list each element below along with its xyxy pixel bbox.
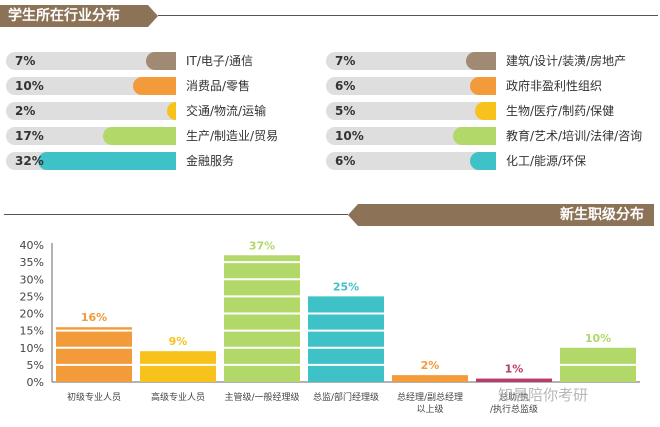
industry-bar-track [326,52,496,70]
industry-bar [474,102,496,120]
industry-category-label: 政府非盈利性组织 [506,79,603,93]
industry-percent-label: 10% [335,129,364,143]
industry-title-arrow [148,5,158,27]
industry-row: 32% [6,152,176,170]
job-level-value-label: 25% [333,280,359,293]
job-level-category-label: 总助/执 [499,391,529,403]
industry-bar [38,152,176,170]
industry-bar [453,127,496,145]
job-level-bar [224,255,300,382]
industry-bar-track [6,52,176,70]
job-level-bar [140,351,216,382]
industry-category-label: 消费品/零售 [186,79,251,93]
industry-category-label: 交通/物流/运输 [186,104,267,118]
job-level-value-label: 16% [81,311,107,324]
industry-percent-label: 10% [15,79,44,93]
industry-row: 17% [6,127,176,145]
job-level-category-label: 以上级 [416,403,443,415]
industry-title-rule [158,15,658,16]
job-level-value-label: 2% [421,359,440,372]
industry-percent-label: 6% [335,79,356,93]
industry-row: 7% [326,52,496,70]
y-tick-label: 10% [20,342,44,355]
industry-bar [465,52,496,70]
industry-bar [145,52,176,70]
industry-row: 6% [326,152,496,170]
industry-bar-track [6,102,176,120]
job-level-category-label: 总经理/副总经理 [397,391,463,403]
industry-section-title: 学生所在行业分布 [0,5,148,27]
y-tick-label: 40% [20,239,44,252]
job-level-bar [476,378,552,382]
y-tick-label: 30% [20,273,44,286]
industry-row: 2% [6,102,176,120]
industry-percent-label: 32% [15,154,44,168]
industry-percent-label: 7% [15,54,36,68]
job-level-value-label: 9% [169,335,188,348]
watermark-text: 知晨陪你考研 [498,386,589,404]
industry-bar-track [326,152,496,170]
industry-bar [470,77,496,95]
industry-percent-label: 6% [335,154,356,168]
industry-bar-track [326,77,496,95]
job-level-category-label: 总监/部门经理级 [313,391,379,403]
job-level-section-title: 新生职级分布 [358,204,654,226]
job-level-value-label: 1% [505,363,524,376]
industry-category-label: 金融服务 [186,154,235,168]
job-level-value-label: 37% [249,239,275,252]
industry-percent-label: 5% [335,104,356,118]
job-level-bar [308,296,384,382]
job-level-category-label: 主管级/一般经理级 [224,391,299,403]
job-level-chart: 0% 5% 10% 15% 20% 25% 30% 35% 40% 16% 初级专业人员 9% 高级专业… [20,239,640,415]
industry-row: 10% [326,127,496,145]
job-level-title-arrow [348,204,358,226]
industry-category-label: 生产/制造业/贸易 [186,129,279,143]
job-level-value-label: 10% [585,332,611,345]
job-level-bar [56,327,132,382]
job-level-bar [392,375,468,382]
industry-category-label: 化工/能源/环保 [506,154,587,168]
industry-row: 5% [326,102,496,120]
job-level-category-label: 高级专业人员 [151,391,205,403]
industry-row: 10% [6,77,176,95]
y-tick-label: 0% [27,376,44,389]
industry-bar-track [326,102,496,120]
industry-category-label: 建筑/设计/装潢/房地产 [506,54,627,68]
job-level-title-rule [4,214,348,215]
industry-percent-label: 7% [335,54,356,68]
industry-bar [102,127,176,145]
y-tick-label: 25% [20,290,44,303]
y-tick-label: 20% [20,308,44,321]
industry-category-label: IT/电子/通信 [186,54,253,68]
industry-row: 7% [6,52,176,70]
y-tick-label: 15% [20,325,44,338]
industry-percent-label: 17% [15,129,44,143]
job-level-category-label: /执行总监级 [490,403,538,415]
industry-percent-label: 2% [15,104,36,118]
industry-bar [133,77,176,95]
industry-bar [470,152,496,170]
y-tick-label: 35% [20,256,44,269]
industry-bar [167,102,176,120]
industry-row: 6% [326,77,496,95]
industry-category-label: 教育/艺术/培训/法律/咨询 [506,129,643,143]
y-tick-label: 5% [27,359,44,372]
industry-category-label: 生物/医疗/制药/保健 [506,104,615,118]
job-level-category-label: 初级专业人员 [67,391,121,403]
